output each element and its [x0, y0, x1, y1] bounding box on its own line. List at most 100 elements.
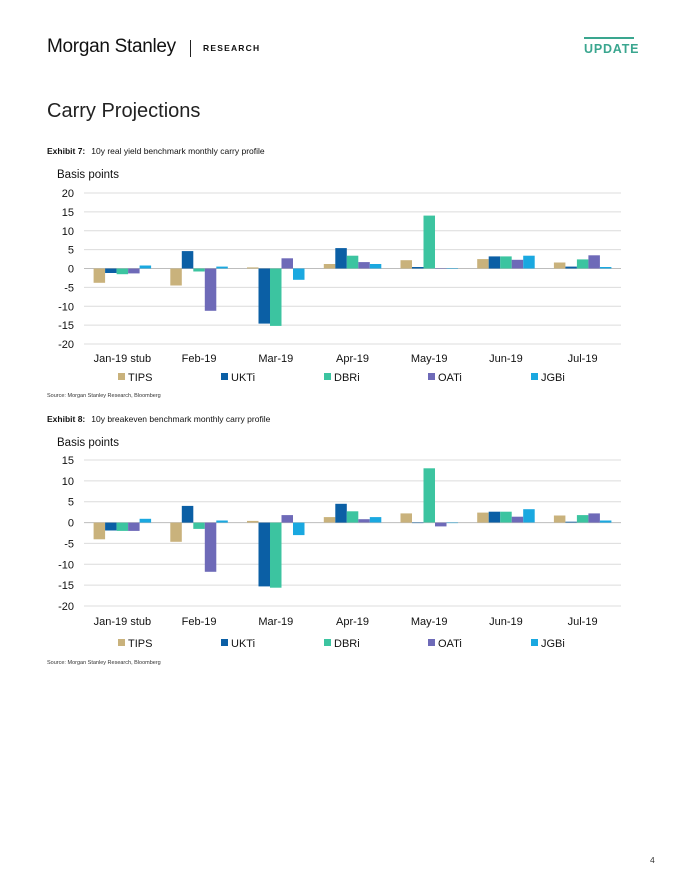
bar-ukti [335, 503, 347, 523]
page-number: 4 [650, 855, 655, 865]
bar-oati [204, 268, 217, 311]
bar-dbri [500, 511, 512, 523]
bar-oati [588, 255, 600, 269]
bar-oati [281, 515, 293, 523]
bar-dbri [346, 255, 359, 269]
y-tick-label: 10 [62, 226, 74, 238]
bar-ukti [181, 505, 194, 523]
y-tick-label: 0 [68, 518, 74, 530]
bar-dbri [116, 522, 129, 531]
bar-tips [247, 267, 259, 269]
bar-tips [323, 264, 336, 269]
x-tick-label: Apr-19 [336, 616, 369, 628]
bar-tips [400, 513, 412, 523]
exhibit-7-caption: 10y real yield benchmark monthly carry p… [91, 146, 265, 156]
bar-tips [323, 517, 336, 523]
chart-exhibit-8: Basis points 15 10 5 0 -5 -10 -15 -20 Jan-19 stub… [57, 437, 621, 650]
x-tick-label: Jan-19 stub [94, 353, 151, 365]
bar-jgbi [369, 517, 382, 523]
legend-swatch-dbri [324, 639, 331, 646]
bar-tips [247, 520, 259, 523]
exhibit-7-source: Source: Morgan Stanley Research, Bloombe… [47, 393, 161, 399]
bar-dbri [116, 268, 129, 275]
bar-ukti [105, 522, 117, 531]
x-tick-label: Feb-19 [182, 616, 217, 628]
bar-dbri [346, 511, 359, 523]
legend-swatch-ukti [221, 639, 228, 646]
bar-ukti [565, 266, 577, 269]
legend-label-oati: OATi [438, 372, 462, 384]
bar-dbri [423, 468, 435, 523]
bar-dbri [270, 268, 282, 326]
bar-oati [358, 519, 370, 523]
exhibit-7-label: Exhibit 7: [47, 146, 86, 156]
bar-oati [435, 268, 447, 269]
x-tick-label: Jan-19 stub [94, 616, 151, 628]
y-tick-label: -15 [58, 580, 74, 592]
bar-dbri [193, 268, 205, 272]
logo: Morgan Stanley [47, 36, 176, 57]
bar-dbri [576, 259, 589, 269]
legend-label-oati: OATi [438, 638, 462, 650]
legend-swatch-tips [118, 373, 125, 380]
y-tick-label: 5 [68, 497, 74, 509]
exhibit-8-title: Exhibit 8: 10y breakeven benchmark monthl… [47, 414, 270, 424]
x-tick-label: Jun-19 [489, 616, 523, 628]
bar-jgbi [216, 266, 228, 269]
legend-label-dbri: DBRi [334, 372, 360, 384]
bar-tips [93, 268, 106, 283]
bar-tips [170, 268, 182, 286]
legend-swatch-jgbi [531, 373, 538, 380]
legend-label-tips: TIPS [128, 372, 152, 384]
y-tick-label: 20 [62, 188, 74, 200]
bar-oati [128, 522, 140, 531]
exhibit-8-caption: 10y breakeven benchmark monthly carry pr… [91, 414, 271, 424]
bar-jgbi [523, 509, 535, 523]
legend-label-ukti: UKTi [231, 638, 255, 650]
bar-dbri [193, 522, 205, 529]
x-tick-label: Jun-19 [489, 353, 523, 365]
y-tick-label: -5 [64, 282, 74, 294]
bar-ukti [412, 267, 424, 269]
bar-ukti [335, 248, 347, 269]
bar-jgbi [446, 268, 458, 269]
bar-tips [553, 515, 566, 523]
y-tick-label: 0 [68, 264, 74, 276]
bar-jgbi [523, 255, 535, 269]
bar-oati [358, 262, 370, 269]
x-tick-label: Apr-19 [336, 353, 369, 365]
legend-swatch-ukti [221, 373, 228, 380]
y-tick-label: -15 [58, 320, 74, 332]
y-tick-label: -10 [58, 559, 74, 571]
y-tick-label: 15 [62, 207, 74, 219]
bar-ukti [258, 522, 270, 587]
y-tick-label: -20 [58, 339, 74, 351]
y-tick-label: 5 [68, 245, 74, 257]
bar-oati [511, 516, 524, 523]
x-tick-label: Mar-19 [258, 353, 293, 365]
legend-swatch-oati [428, 639, 435, 646]
bar-ukti [488, 511, 501, 523]
bar-tips [93, 522, 106, 540]
bar-tips [170, 522, 182, 542]
legend-label-tips: TIPS [128, 638, 152, 650]
legend-swatch-jgbi [531, 639, 538, 646]
bar-jgbi [139, 518, 152, 523]
bar-ukti [565, 521, 577, 523]
bar-oati [281, 258, 293, 269]
x-tick-label: Feb-19 [182, 353, 217, 365]
bar-jgbi [446, 522, 458, 524]
bar-jgbi [139, 265, 152, 269]
exhibit-8-label: Exhibit 8: [47, 414, 86, 424]
legend-label-jgbi: JGBi [541, 638, 565, 650]
bar-dbri [423, 215, 435, 269]
bar-tips [553, 262, 566, 269]
bar-jgbi [293, 268, 305, 280]
exhibit-7-title: Exhibit 7: 10y real yield benchmark month… [47, 146, 265, 156]
bar-jgbi [369, 264, 382, 269]
legend-swatch-oati [428, 373, 435, 380]
bar-jgbi [599, 267, 612, 269]
bar-dbri [270, 522, 282, 588]
y-tick-label: -20 [58, 601, 74, 613]
bar-jgbi [599, 520, 612, 523]
